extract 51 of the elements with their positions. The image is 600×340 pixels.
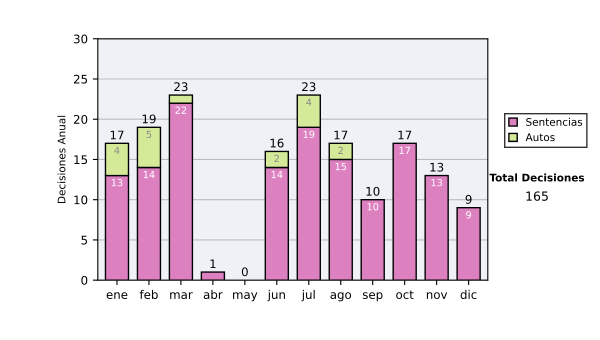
- y-tick-label: 25: [74, 74, 88, 84]
- data-label: 13: [112, 178, 122, 186]
- data-label: 9: [466, 211, 472, 218]
- data-label: 22: [175, 106, 186, 114]
- x-tick-label: sep: [362, 292, 383, 302]
- y-tick-label: 10: [74, 195, 88, 204]
- data-label: 4: [306, 98, 312, 106]
- total-label: 1: [210, 259, 216, 268]
- x-tick-label: dic: [460, 290, 477, 300]
- x-tick-label: may: [233, 292, 258, 302]
- total-label: 13: [430, 162, 444, 172]
- x-tick-label: nov: [426, 292, 448, 300]
- x-tick-label: jul: [302, 290, 315, 302]
- x-tick-label: ene: [106, 292, 128, 300]
- x-tick-label: feb: [140, 290, 158, 300]
- data-label: 17: [400, 146, 410, 154]
- total-label: 17: [334, 130, 348, 140]
- legend-label: Autos: [526, 133, 555, 142]
- data-label: 4: [114, 146, 120, 154]
- data-label: 14: [144, 171, 155, 178]
- total-label: 17: [110, 130, 124, 140]
- y-axis-title: Decisiones Anual: [57, 116, 66, 203]
- total-label: 23: [174, 82, 188, 92]
- total-label: 9: [466, 194, 472, 204]
- total-label: 23: [302, 82, 316, 92]
- text: Total Decisiones: [489, 173, 584, 182]
- x-tick-label: oct: [396, 290, 414, 300]
- data-label: 5: [146, 130, 152, 138]
- y-tick-label: 30: [74, 34, 88, 44]
- data-label: 2: [338, 146, 343, 154]
- total-label: 16: [270, 138, 284, 148]
- total-label: 0: [242, 267, 248, 276]
- total-label: 17: [398, 130, 412, 140]
- data-label: 13: [432, 178, 442, 186]
- text: 165: [526, 191, 548, 201]
- legend-label: Sentencias: [526, 118, 582, 126]
- data-label: 14: [272, 171, 282, 178]
- data-label: 10: [368, 203, 378, 210]
- y-tick-label: 20: [74, 114, 88, 124]
- x-tick-label: abr: [204, 290, 223, 300]
- y-tick-label: 15: [74, 155, 88, 164]
- x-tick-label: mar: [170, 292, 193, 300]
- x-tick-label: ago: [330, 292, 352, 302]
- total-label: 10: [366, 186, 380, 196]
- data-label: 15: [336, 162, 346, 170]
- x-tick-label: jun: [267, 290, 285, 302]
- total-label: 19: [142, 114, 156, 124]
- data-label: 2: [274, 154, 279, 162]
- y-tick-label: 0: [81, 276, 88, 285]
- y-tick-label: 5: [81, 236, 88, 245]
- data-label: 19: [304, 130, 314, 138]
